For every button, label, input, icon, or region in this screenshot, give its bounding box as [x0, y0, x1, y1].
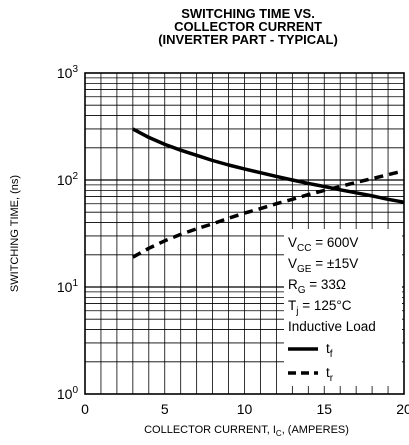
- chart-ticks: 0 5 10 15 20 100 101 102 103: [57, 64, 409, 417]
- condition-label: Inductive Load: [288, 319, 376, 334]
- legend-entry: tf: [326, 341, 333, 360]
- title-line: COLLECTOR CURRENT: [174, 19, 322, 34]
- series-tr-line: [131, 169, 405, 259]
- condition-label: Tj = 125°C: [288, 298, 352, 317]
- y-tick-label: 103: [57, 64, 79, 81]
- plot-frame: [84, 72, 405, 395]
- y-tick-label: 100: [57, 385, 79, 402]
- x-tick-label: 0: [81, 401, 89, 417]
- x-tick-label: 20: [396, 401, 409, 417]
- title-line: SWITCHING TIME VS.: [181, 6, 315, 21]
- legend-box: [284, 229, 402, 386]
- legend-entry: tr: [326, 365, 334, 384]
- x-axis-label: COLLECTOR CURRENT, IC, (AMPERES): [144, 424, 349, 438]
- x-tick-label: 15: [316, 401, 332, 417]
- chart-legend: VCC = 600V VGE = ±15V RG = 33Ω Tj = 125°C In…: [284, 229, 402, 386]
- y-tick-label: 102: [57, 171, 79, 188]
- chart-series: [131, 127, 405, 259]
- x-tick-label: 5: [161, 401, 169, 417]
- condition-label: VCC = 600V: [288, 235, 358, 254]
- condition-label: RG = 33Ω: [288, 277, 346, 296]
- x-tick-label: 10: [237, 401, 253, 417]
- chart-title: SWITCHING TIME VS.COLLECTOR CURRENT(INVE…: [158, 6, 338, 47]
- title-line: (INVERTER PART - TYPICAL): [158, 32, 338, 47]
- y-tick-label: 101: [57, 278, 79, 295]
- y-axis-label: SWITCHING TIME, (ns): [9, 175, 21, 292]
- condition-label: VGE = ±15V: [288, 256, 358, 275]
- series-tf-line: [131, 127, 405, 204]
